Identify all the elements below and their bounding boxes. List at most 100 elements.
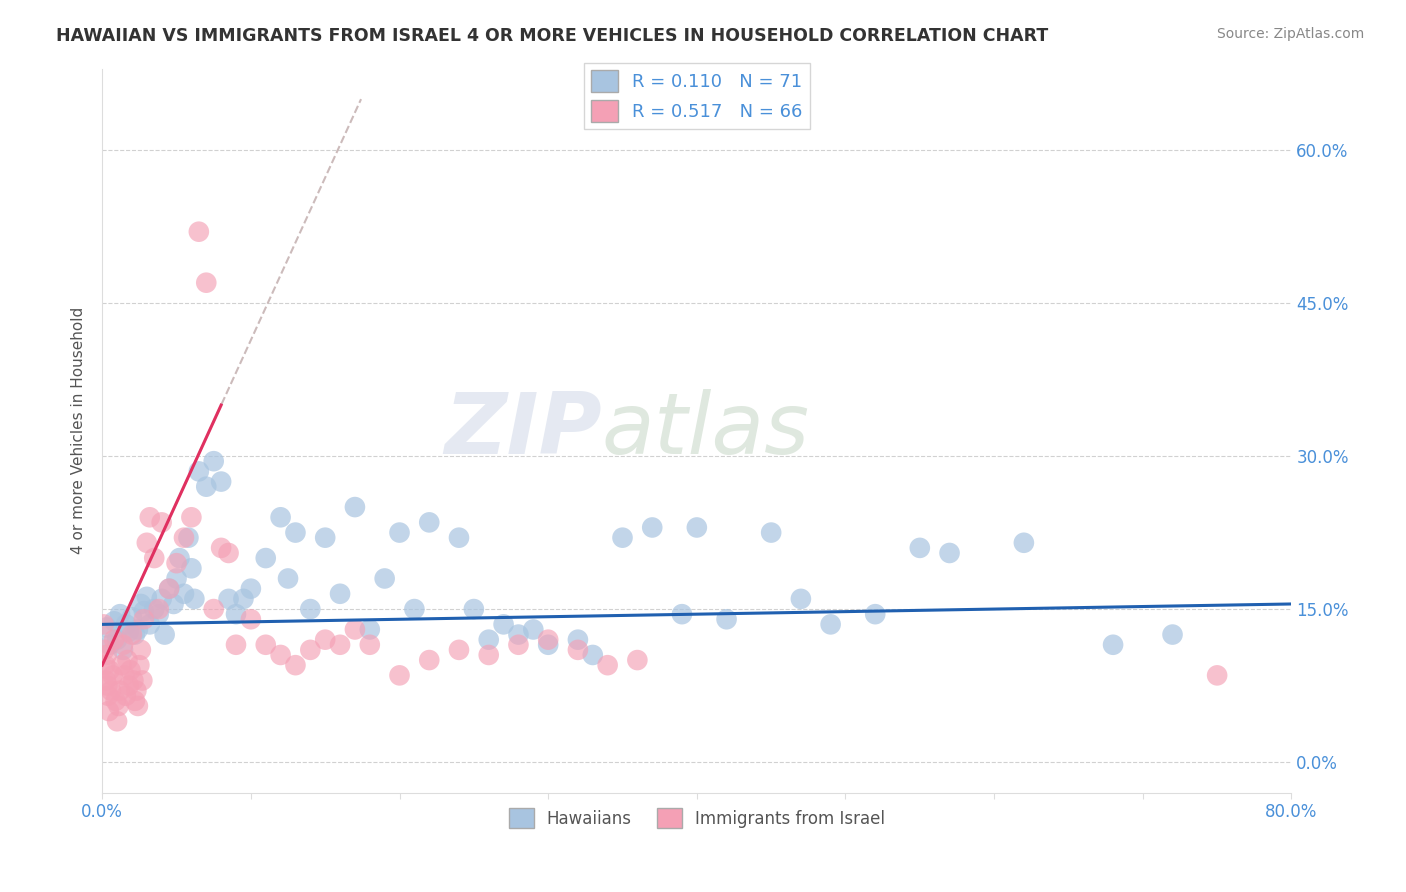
Point	[173, 531, 195, 545]
Point	[582, 648, 605, 662]
Point	[124, 694, 146, 708]
Point	[478, 648, 501, 662]
Point	[96, 648, 118, 662]
Text: Source: ZipAtlas.com: Source: ZipAtlas.com	[1216, 27, 1364, 41]
Point	[104, 694, 127, 708]
Point	[596, 658, 619, 673]
Point	[157, 582, 180, 596]
Point	[131, 673, 153, 688]
Point	[299, 643, 322, 657]
Point	[100, 683, 122, 698]
Point	[166, 556, 188, 570]
Point	[103, 632, 125, 647]
Point	[103, 615, 125, 629]
Point	[537, 632, 560, 647]
Point	[94, 658, 117, 673]
Point	[1012, 535, 1035, 549]
Point	[671, 607, 693, 622]
Point	[478, 632, 501, 647]
Point	[139, 617, 162, 632]
Point	[447, 643, 470, 657]
Point	[187, 464, 209, 478]
Point	[97, 704, 120, 718]
Point	[96, 679, 118, 693]
Point	[209, 475, 232, 489]
Point	[759, 525, 782, 540]
Point	[115, 617, 138, 632]
Point	[686, 520, 709, 534]
Point	[388, 525, 411, 540]
Point	[938, 546, 960, 560]
Point	[195, 480, 218, 494]
Point	[111, 643, 134, 657]
Point	[129, 643, 152, 657]
Point	[463, 602, 485, 616]
Point	[169, 551, 191, 566]
Point	[612, 531, 634, 545]
Point	[150, 591, 173, 606]
Point	[117, 653, 139, 667]
Point	[110, 658, 132, 673]
Point	[105, 632, 128, 647]
Point	[122, 673, 145, 688]
Point	[790, 591, 813, 606]
Point	[239, 612, 262, 626]
Point	[153, 627, 176, 641]
Point	[183, 591, 205, 606]
Point	[108, 683, 131, 698]
Point	[508, 638, 530, 652]
Point	[508, 627, 530, 641]
Point	[195, 276, 218, 290]
Point	[148, 602, 170, 616]
Point	[641, 520, 664, 534]
Text: atlas: atlas	[602, 389, 810, 472]
Point	[162, 597, 184, 611]
Point	[716, 612, 738, 626]
Point	[343, 500, 366, 514]
Point	[132, 604, 155, 618]
Point	[537, 638, 560, 652]
Point	[418, 653, 440, 667]
Point	[118, 679, 141, 693]
Point	[121, 610, 143, 624]
Point	[143, 551, 166, 566]
Point	[418, 516, 440, 530]
Point	[180, 510, 202, 524]
Point	[359, 638, 381, 652]
Point	[135, 535, 157, 549]
Point	[121, 627, 143, 641]
Point	[148, 607, 170, 622]
Point	[388, 668, 411, 682]
Point	[125, 683, 148, 698]
Point	[202, 454, 225, 468]
Point	[187, 225, 209, 239]
Point	[94, 673, 117, 688]
Point	[135, 590, 157, 604]
Point	[314, 632, 336, 647]
Point	[93, 643, 115, 657]
Point	[120, 663, 142, 677]
Point	[114, 668, 136, 682]
Point	[374, 572, 396, 586]
Point	[314, 531, 336, 545]
Point	[329, 587, 352, 601]
Point	[143, 602, 166, 616]
Point	[129, 597, 152, 611]
Point	[150, 516, 173, 530]
Point	[115, 689, 138, 703]
Point	[626, 653, 648, 667]
Text: ZIP: ZIP	[444, 389, 602, 472]
Point	[105, 714, 128, 729]
Point	[139, 510, 162, 524]
Point	[270, 648, 292, 662]
Point	[908, 541, 931, 555]
Point	[96, 620, 118, 634]
Point	[404, 602, 426, 616]
Point	[157, 582, 180, 596]
Point	[98, 663, 121, 677]
Point	[567, 632, 589, 647]
Point	[128, 658, 150, 673]
Point	[343, 623, 366, 637]
Point	[1102, 638, 1125, 652]
Point	[202, 602, 225, 616]
